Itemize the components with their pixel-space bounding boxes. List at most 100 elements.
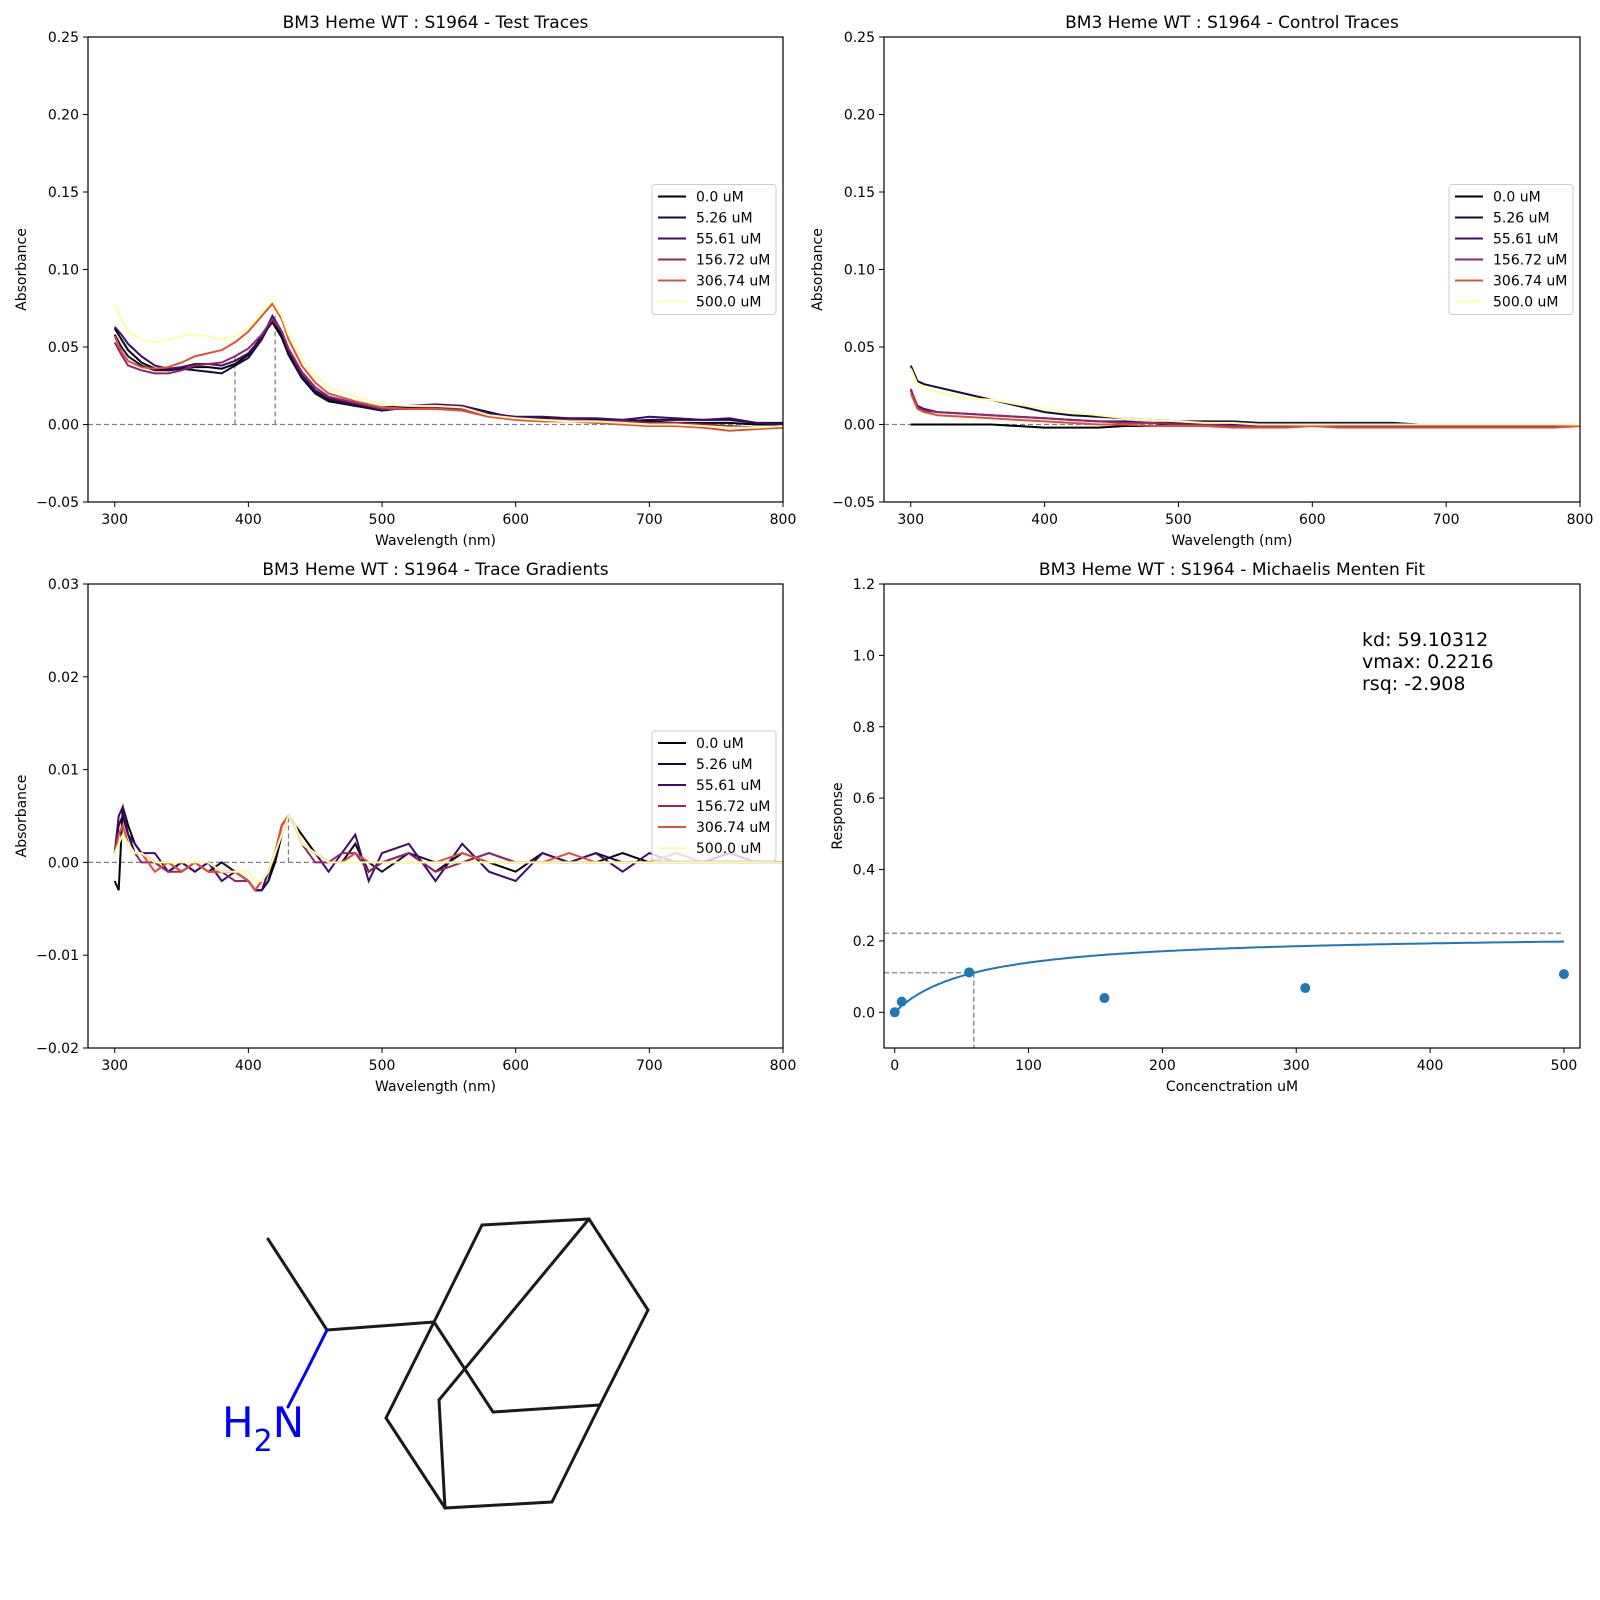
x-tick-label: 500 (369, 1058, 396, 1074)
bond (306, 1328, 329, 1370)
bond (325, 1320, 436, 1332)
y-tick-label: 0.10 (844, 263, 875, 279)
bond (437, 1398, 447, 1510)
y-axis-label: Absorbance (14, 228, 30, 311)
y-axis-label: Response (830, 782, 846, 849)
y-tick-label: 0.20 (48, 108, 79, 124)
chart-panel-3: BM3 Heme WT : S1964 - Trace Gradients Wav… (14, 560, 796, 1095)
y-tick-label: 0.10 (48, 263, 79, 279)
y-axis-label: Absorbance (810, 228, 826, 311)
y-tick-label: 0.2 (853, 934, 875, 950)
x-tick-label: 500 (1551, 1058, 1578, 1074)
data-point (1099, 993, 1110, 1004)
y-tick-label: 0.00 (844, 418, 875, 434)
y-axis-label: Absorbance (14, 775, 30, 858)
amine-subscript: 2 (254, 1424, 273, 1459)
legend-label: 500.0 uM (1493, 295, 1558, 311)
y-tick-label: 0.6 (853, 791, 875, 807)
data-point (889, 1007, 900, 1018)
x-tick-label: 700 (636, 1058, 663, 1074)
legend-label: 55.61 uM (696, 232, 761, 248)
x-axis-label: Wavelength (nm) (375, 533, 496, 549)
y-tick-label: −0.01 (36, 948, 79, 964)
bond (432, 1223, 484, 1324)
bond (384, 1416, 447, 1510)
x-tick-label: 700 (636, 512, 663, 528)
series-line-3 (113, 313, 783, 426)
x-tick-label: 800 (770, 512, 797, 528)
x-tick-label: 300 (897, 512, 924, 528)
bond (384, 1320, 436, 1420)
axes-frame (883, 36, 1581, 503)
bond (286, 1366, 310, 1409)
axes-frame (883, 583, 1581, 1049)
x-tick-label: 800 (1567, 512, 1594, 528)
x-axis-label: Wavelength (nm) (1172, 533, 1293, 549)
plot-area (88, 803, 783, 892)
legend-label: 5.26 uM (696, 757, 753, 773)
amine-n: N (273, 1398, 304, 1447)
x-tick-label: 400 (235, 1058, 262, 1074)
plot-area (88, 298, 783, 432)
y-tick-label: 0.03 (48, 577, 79, 593)
x-axis-label: Concenctration uM (1166, 1079, 1298, 1095)
series-line-4 (909, 388, 1580, 427)
y-tick-label: 0.25 (48, 30, 79, 46)
fit-annotation: vmax: 0.2216 (1362, 651, 1494, 673)
legend-label: 55.61 uM (696, 778, 761, 794)
series-line-4 (113, 317, 783, 429)
y-tick-label: −0.05 (832, 495, 875, 511)
legend-label: 5.26 uM (696, 211, 753, 227)
legend-label: 5.26 uM (1493, 211, 1550, 227)
chart-panel-4: BM3 Heme WT : S1964 - Michaelis Menten F… (830, 560, 1581, 1095)
legend-label: 500.0 uM (696, 841, 761, 857)
x-tick-label: 700 (1433, 512, 1460, 528)
bond (432, 1320, 495, 1414)
legend-label: 0.0 uM (696, 190, 744, 206)
bond (443, 1500, 554, 1510)
legend-label: 156.72 uM (696, 253, 770, 269)
fit-curve (894, 940, 1564, 1014)
legend-label: 156.72 uM (696, 799, 770, 815)
legend-label: 55.61 uM (1493, 232, 1558, 248)
x-tick-label: 300 (1283, 1058, 1310, 1074)
x-axis-label: Wavelength (nm) (375, 1079, 496, 1095)
data-point (964, 967, 975, 978)
y-tick-label: 0.00 (48, 855, 79, 871)
y-tick-label: 1.2 (853, 577, 875, 593)
x-tick-label: 600 (502, 512, 529, 528)
legend: 0.0 uM 5.26 uM 55.61 uM 156.72 uM 306.74 uM 5… (651, 730, 777, 862)
y-tick-label: 0.8 (853, 720, 875, 736)
fit-annotation: rsq: -2.908 (1362, 673, 1465, 695)
series-line-5 (909, 393, 1580, 429)
amine-label: H2N (222, 1398, 304, 1459)
amine-h: H (222, 1398, 254, 1447)
x-tick-label: 300 (101, 1058, 128, 1074)
legend-label: 306.74 uM (696, 820, 770, 836)
legend-label: 0.0 uM (1493, 190, 1541, 206)
chart-title: BM3 Heme WT : S1964 - Trace Gradients (262, 560, 608, 580)
series-line-6 (113, 298, 783, 429)
y-tick-label: 0.15 (48, 185, 79, 201)
chart-panel-2: BM3 Heme WT : S1964 - Control Traces Wave… (810, 13, 1593, 549)
x-tick-label: 200 (1149, 1058, 1176, 1074)
legend-label: 500.0 uM (696, 295, 761, 311)
x-tick-label: 500 (369, 512, 396, 528)
series-line-6 (909, 368, 1580, 426)
y-tick-label: 0.25 (844, 30, 875, 46)
data-point (1300, 983, 1311, 994)
x-tick-label: 600 (502, 1058, 529, 1074)
y-tick-label: −0.02 (36, 1041, 79, 1057)
chart-title: BM3 Heme WT : S1964 - Test Traces (283, 13, 589, 33)
fit-annotation: kd: 59.10312 (1362, 629, 1488, 651)
x-tick-label: 400 (1417, 1058, 1444, 1074)
molecule-structure (266, 1217, 650, 1510)
x-tick-label: 500 (1165, 512, 1192, 528)
y-tick-label: −0.05 (36, 495, 79, 511)
x-tick-label: 400 (1031, 512, 1058, 528)
chart-title: BM3 Heme WT : S1964 - Control Traces (1065, 13, 1399, 33)
x-tick-label: 600 (1299, 512, 1326, 528)
plot-area (884, 932, 1569, 1048)
legend-label: 306.74 uM (1493, 274, 1567, 290)
